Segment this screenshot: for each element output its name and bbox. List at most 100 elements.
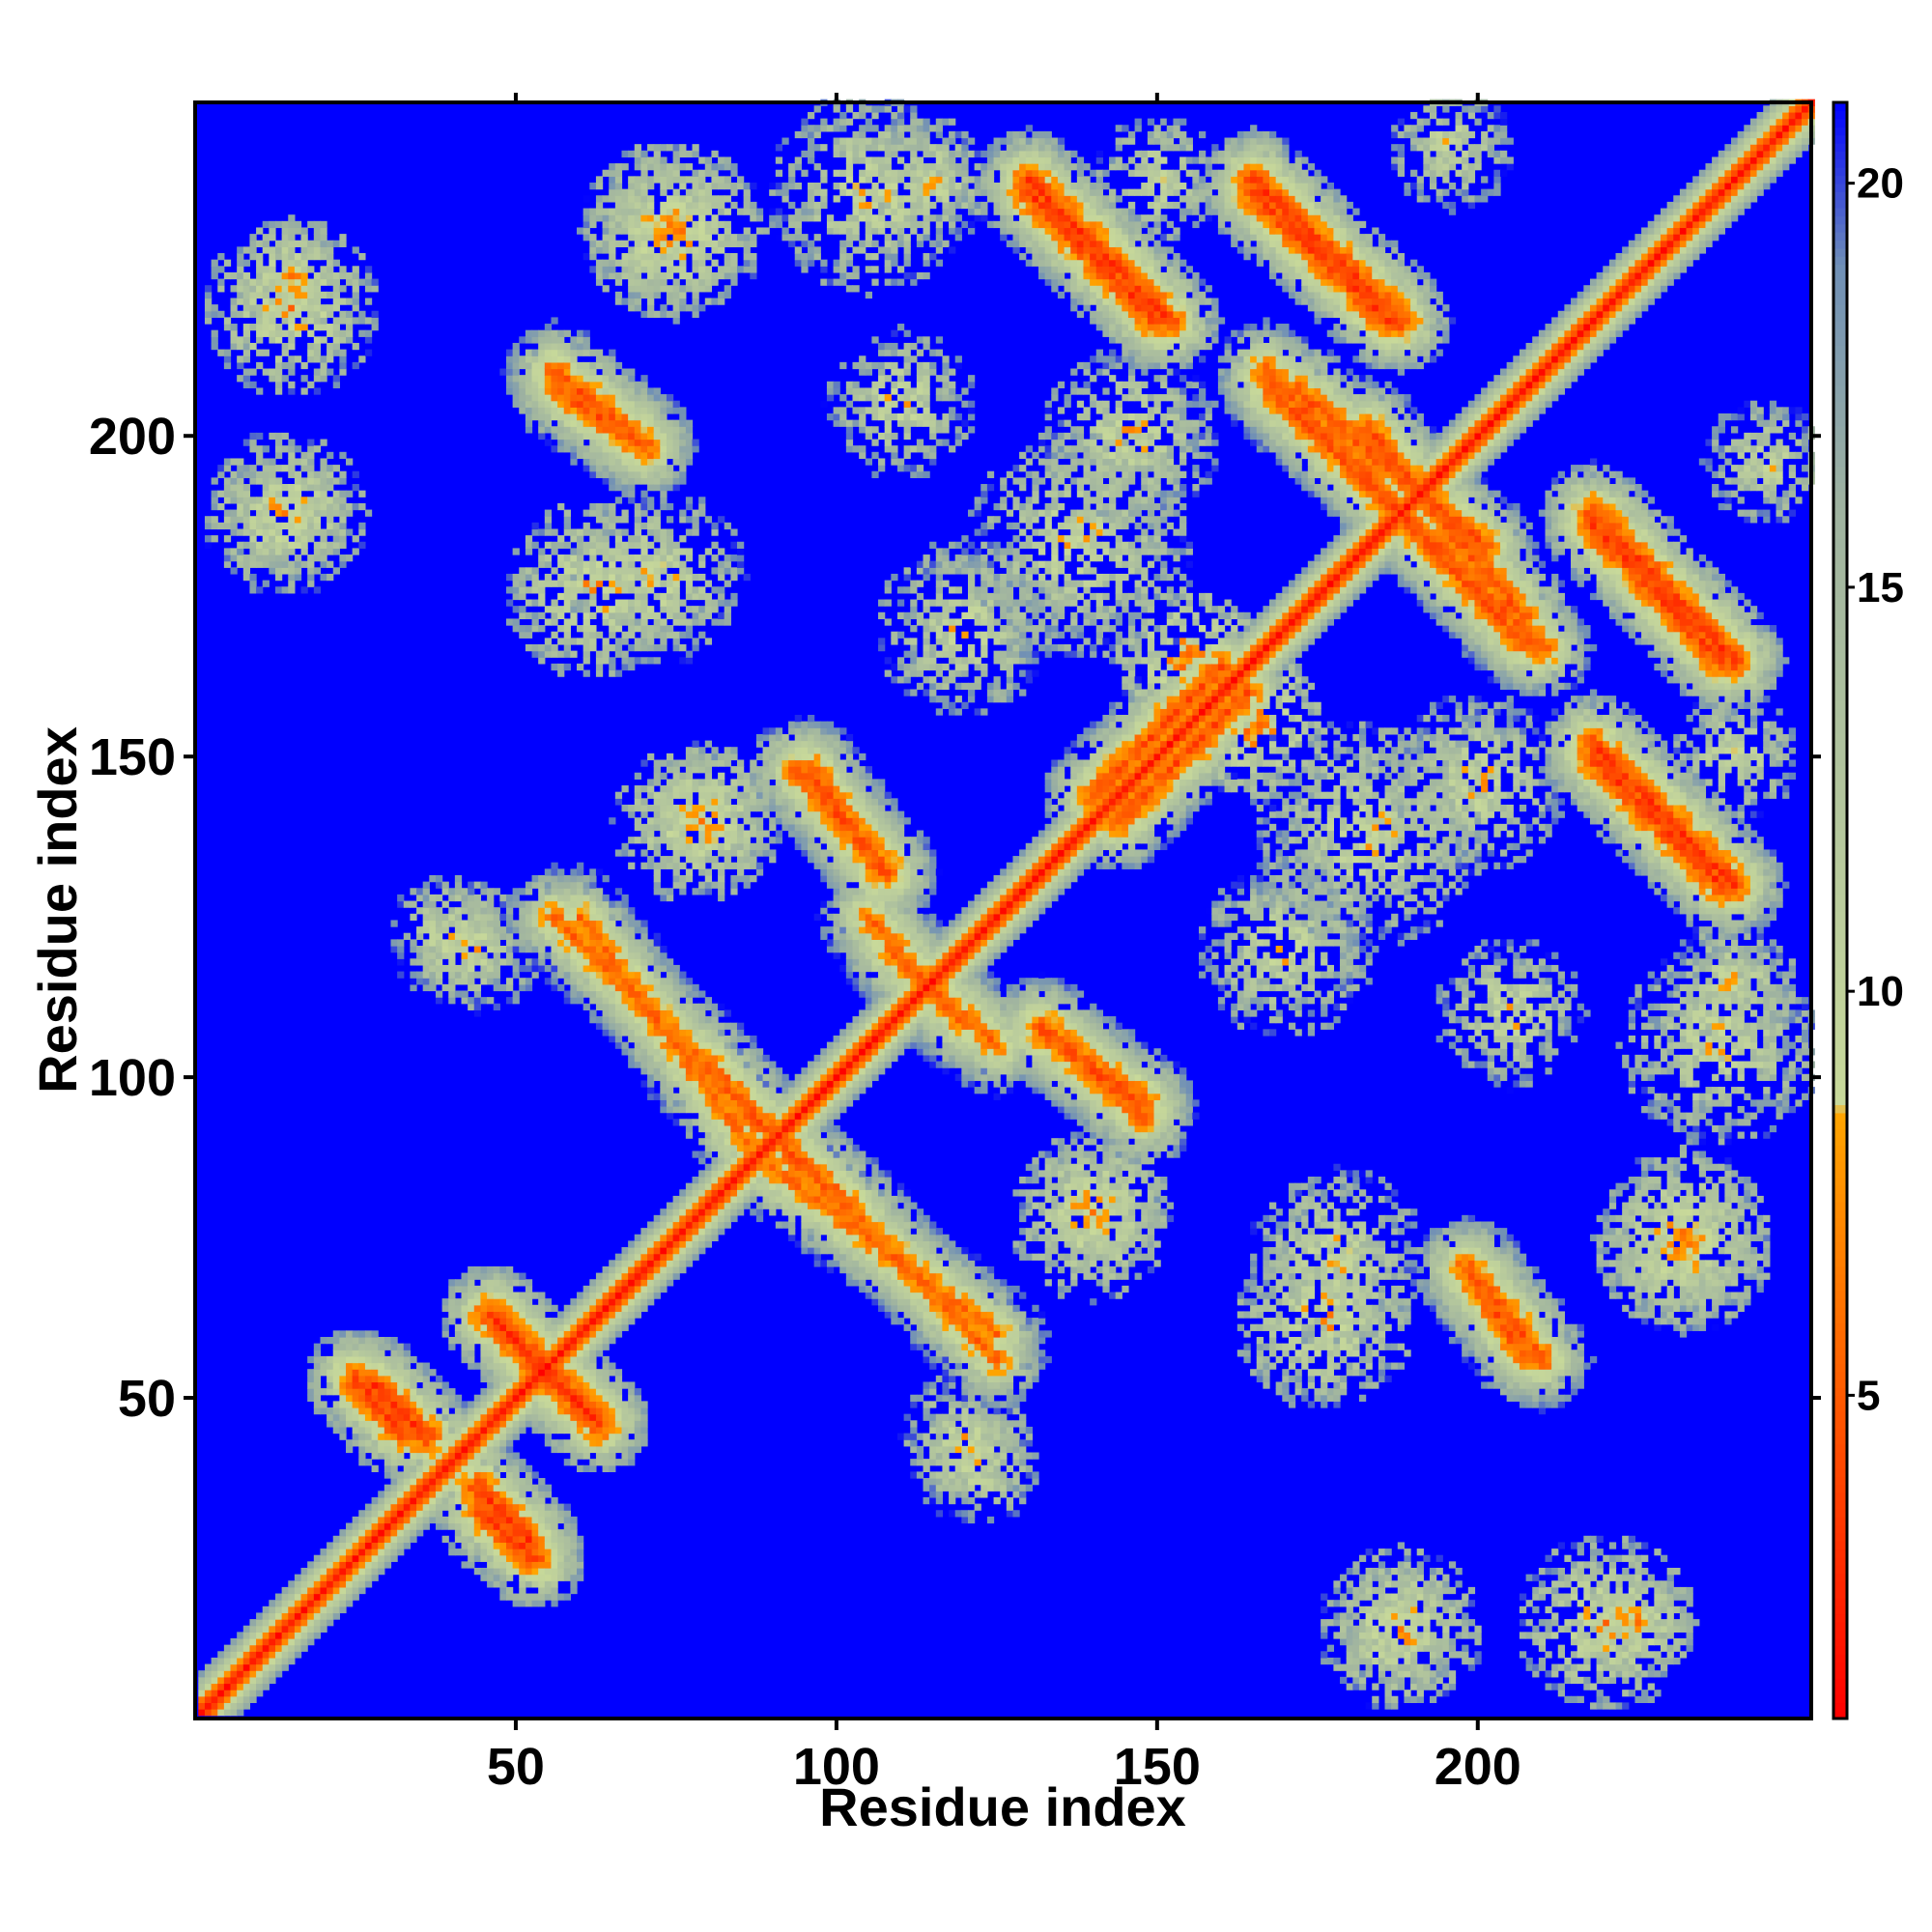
heatmap-cell <box>685 516 694 524</box>
heatmap-cell <box>448 1336 456 1345</box>
heatmap-cell <box>672 234 680 242</box>
heatmap-cell <box>487 1298 495 1306</box>
heatmap-cell <box>538 336 546 344</box>
heatmap-cell <box>378 1407 385 1415</box>
heatmap-cell <box>551 1529 558 1537</box>
heatmap-cell <box>595 958 604 966</box>
heatmap-cell <box>595 650 604 658</box>
heatmap-cell <box>602 458 610 466</box>
heatmap-cell <box>269 368 276 376</box>
heatmap-cell <box>217 285 225 293</box>
heatmap-cell <box>666 298 674 305</box>
heatmap-cell <box>589 1330 597 1338</box>
heatmap-cell <box>563 638 571 645</box>
heatmap-cell <box>454 1426 463 1435</box>
heatmap-cell <box>628 1439 636 1447</box>
heatmap-cell <box>672 1234 680 1241</box>
heatmap-cell <box>602 541 610 549</box>
heatmap-cell <box>281 1600 289 1607</box>
heatmap-cell <box>435 1413 443 1421</box>
heatmap-cell <box>582 407 590 414</box>
heatmap-cell <box>454 971 463 979</box>
heatmap-cell <box>647 394 655 402</box>
heatmap-cell <box>602 592 610 601</box>
heatmap-cell <box>577 1535 584 1544</box>
heatmap-cell <box>685 978 694 985</box>
heatmap-cell <box>595 419 604 427</box>
heatmap-cell <box>223 1657 232 1665</box>
heatmap-cell <box>217 266 225 273</box>
heatmap-cell <box>327 484 334 492</box>
heatmap-cell <box>647 817 655 825</box>
heatmap-cell <box>307 451 315 460</box>
heatmap-cell <box>582 426 590 434</box>
heatmap-cell <box>589 1381 597 1389</box>
heatmap-cell <box>595 868 604 876</box>
heatmap-cell <box>480 1459 488 1466</box>
heatmap-cell <box>621 400 629 408</box>
heatmap-cell <box>621 1009 629 1017</box>
heatmap-cell <box>352 1413 359 1421</box>
heatmap-cell <box>480 1478 488 1486</box>
heatmap-cell <box>595 1445 604 1454</box>
heatmap-cell <box>609 1265 616 1274</box>
heatmap-cell <box>352 298 359 305</box>
heatmap-cell <box>653 220 661 229</box>
heatmap-cell <box>294 240 302 247</box>
heatmap-cell <box>660 528 668 536</box>
heatmap-cell <box>685 1009 694 1017</box>
heatmap-cell <box>544 541 553 549</box>
heatmap-cell <box>332 278 340 286</box>
heatmap-cell <box>441 1433 449 1440</box>
heatmap-cell <box>230 1657 238 1665</box>
heatmap-cell <box>582 657 590 665</box>
heatmap-cell <box>634 156 641 164</box>
heatmap-cell <box>487 1330 495 1338</box>
heatmap-cell <box>384 1491 392 1498</box>
heatmap-cell <box>519 946 526 953</box>
heatmap-cell <box>666 1054 674 1063</box>
heatmap-cell <box>487 1491 495 1498</box>
heatmap-cell <box>660 1221 668 1229</box>
heatmap-cell <box>653 285 661 293</box>
heatmap-cell <box>582 1394 590 1402</box>
heatmap-cell <box>595 983 604 992</box>
heatmap-cell <box>621 573 629 582</box>
heatmap-cell <box>269 1605 276 1614</box>
heatmap-cell <box>403 1433 411 1440</box>
heatmap-cell <box>628 631 636 639</box>
heatmap-cell <box>339 528 347 536</box>
heatmap-cell <box>570 381 578 389</box>
heatmap-cell <box>595 926 604 934</box>
heatmap-cell <box>384 1426 392 1435</box>
heatmap-cell <box>602 1304 610 1313</box>
heatmap-cell <box>666 1061 674 1068</box>
heatmap-cell <box>512 939 520 947</box>
heatmap-cell <box>685 548 694 555</box>
heatmap-cell <box>660 220 668 229</box>
heatmap-cell <box>242 1695 251 1703</box>
heatmap-cell <box>595 1452 604 1460</box>
heatmap-cell <box>551 1496 558 1505</box>
heatmap-cell <box>614 470 623 478</box>
heatmap-cell <box>320 271 327 280</box>
heatmap-cell <box>602 1381 610 1389</box>
heatmap-cell <box>647 643 655 652</box>
heatmap-cell <box>288 567 296 575</box>
heatmap-cell <box>621 842 629 851</box>
heatmap-cell <box>378 1542 385 1549</box>
heatmap-cell <box>313 1580 322 1588</box>
heatmap-cell <box>480 1311 488 1319</box>
heatmap-cell <box>609 1439 616 1447</box>
heatmap-cell <box>563 971 571 979</box>
heatmap-cell <box>538 586 546 594</box>
heatmap-cell <box>397 1491 405 1498</box>
heatmap-cell <box>570 412 578 421</box>
heatmap-cell <box>647 1041 655 1049</box>
heatmap-cell <box>519 1548 526 1556</box>
heatmap-cell <box>378 1503 385 1511</box>
heatmap-cell <box>614 1433 623 1440</box>
heatmap-cell <box>563 1323 571 1331</box>
heatmap-cell <box>538 329 546 337</box>
heatmap-cell <box>672 868 680 876</box>
